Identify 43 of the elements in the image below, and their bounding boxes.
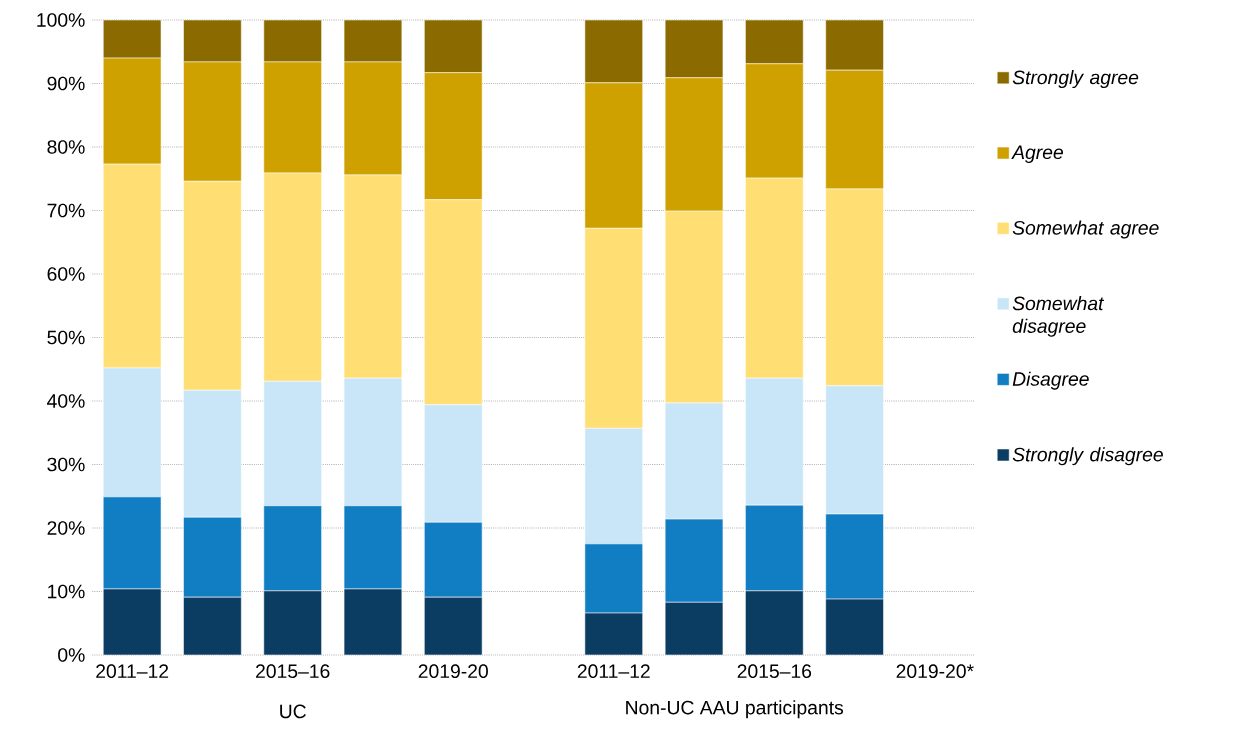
bar xyxy=(825,598,884,655)
x-tick-label: 2015–16 xyxy=(737,664,812,679)
bar xyxy=(103,588,162,655)
y-tick-label: 20% xyxy=(47,521,85,535)
text: UC xyxy=(280,704,306,719)
x-tick-label: 2015–16 xyxy=(256,664,330,679)
bar xyxy=(183,597,242,655)
y-tick-label: 40% xyxy=(47,394,85,408)
y-tick-label: 0% xyxy=(58,648,85,662)
bar xyxy=(102,19,162,59)
x-tick-label: 2019-20* xyxy=(896,664,974,679)
text: Non-UC AAU participants xyxy=(626,700,844,719)
y-tick-label: 80% xyxy=(47,140,85,154)
bar xyxy=(343,19,403,63)
y-tick-label: 100% xyxy=(37,13,85,27)
bar xyxy=(825,19,884,71)
bar xyxy=(183,19,242,63)
bar xyxy=(664,19,724,79)
bar xyxy=(745,19,804,65)
y-tick-label: 60% xyxy=(47,267,85,281)
bar xyxy=(424,19,483,73)
legend-label: Somewhat disagree xyxy=(1012,296,1105,337)
bar xyxy=(263,590,322,655)
legend-label: Strongly agree xyxy=(1012,70,1139,89)
legend-label: Agree xyxy=(1011,145,1063,163)
y-tick-label: 10% xyxy=(48,584,85,599)
y-tick-label: 90% xyxy=(47,76,85,91)
x-tick-label: 2011–12 xyxy=(577,664,650,679)
y-tick-label: 70% xyxy=(47,203,85,218)
bar xyxy=(664,602,724,655)
legend-label: Disagree xyxy=(1012,371,1089,390)
y-tick-label: 50% xyxy=(47,330,85,345)
x-tick-label: 2019-20 xyxy=(418,664,488,679)
legend-label: Strongly disagree xyxy=(1012,447,1163,466)
bar xyxy=(424,597,483,655)
bar xyxy=(344,588,402,655)
y-tick-label: 30% xyxy=(47,457,85,472)
legend-label: Somewhat agree xyxy=(1012,220,1159,239)
x-tick-label: 2011–12 xyxy=(96,664,169,679)
bar xyxy=(584,612,643,655)
bar xyxy=(263,19,322,63)
bar xyxy=(584,19,643,84)
bar xyxy=(745,590,804,655)
